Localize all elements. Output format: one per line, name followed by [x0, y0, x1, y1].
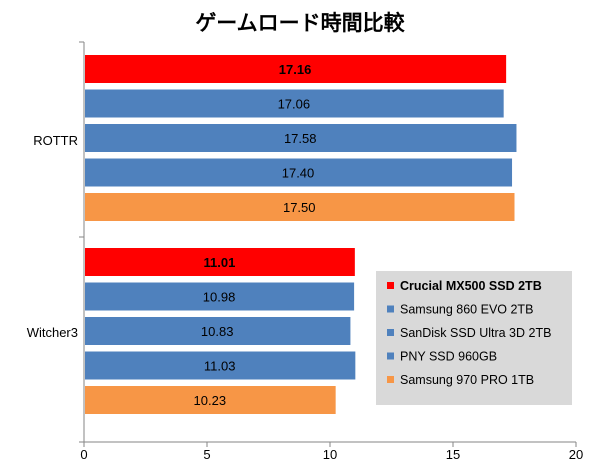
plot-area: 17.16 17.06 17.58 17.40 17.50 ROTTR 11.01 10.98…	[27, 41, 583, 462]
bar-witcher3-4	[85, 386, 336, 414]
x-tick-label: 5	[203, 447, 210, 462]
legend-swatch	[387, 305, 394, 313]
bar-witcher3-1	[85, 282, 355, 311]
bar-witcher3-2	[85, 317, 351, 345]
data-label: 10.83	[201, 324, 234, 339]
bar-rottr-2	[85, 124, 517, 152]
bar-rottr-0	[85, 55, 507, 83]
legend-swatch	[387, 282, 394, 289]
legend: Crucial MX500 SSD 2TB Samsung 860 EVO 2TB…	[376, 271, 572, 405]
legend-swatch	[387, 329, 394, 336]
data-label: 17.06	[278, 97, 311, 112]
x-tick-label: 0	[80, 447, 87, 462]
x-tick-label: 10	[323, 447, 337, 462]
bar-witcher3-0	[85, 248, 355, 276]
legend-swatch	[387, 352, 394, 360]
legend-entry: Samsung 860 EVO 2TB	[400, 303, 533, 317]
bar-rottr-3	[85, 158, 513, 187]
data-label: 17.40	[282, 166, 315, 181]
data-label: 11.03	[204, 359, 236, 374]
x-tick-label: 15	[446, 447, 460, 462]
legend-swatch	[387, 376, 394, 383]
legend-entry: PNY SSD 960GB	[400, 350, 497, 364]
category-label-rottr: ROTTR	[33, 133, 78, 148]
category-label-witcher3: Witcher3	[27, 325, 78, 340]
x-tick-label: 20	[569, 447, 583, 462]
data-label: 10.98	[203, 290, 236, 305]
legend-entry: SanDisk SSD Ultra 3D 2TB	[400, 326, 551, 340]
legend-entry: Crucial MX500 SSD 2TB	[400, 279, 542, 293]
legend-entry: Samsung 970 PRO 1TB	[400, 373, 534, 387]
data-label: 17.58	[284, 131, 317, 146]
data-label: 17.16	[279, 62, 312, 77]
chart-title: ゲームロード時間比較	[195, 11, 405, 35]
bar-witcher3-3	[85, 351, 356, 380]
legend-box	[376, 271, 572, 405]
data-label: 11.01	[204, 255, 236, 270]
bar-rottr-4	[85, 193, 515, 221]
bar-rottr-1	[85, 89, 504, 118]
data-label: 17.50	[283, 200, 316, 215]
data-label: 10.23	[194, 393, 227, 408]
